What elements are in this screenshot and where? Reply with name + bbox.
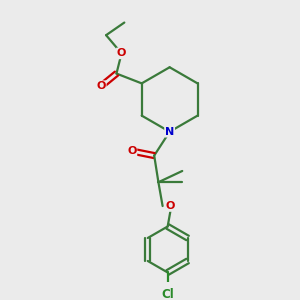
Text: Cl: Cl (161, 288, 174, 300)
Text: O: O (96, 81, 106, 91)
Text: N: N (165, 127, 174, 137)
Text: O: O (127, 146, 136, 156)
Text: O: O (117, 48, 126, 59)
Text: O: O (166, 201, 175, 211)
